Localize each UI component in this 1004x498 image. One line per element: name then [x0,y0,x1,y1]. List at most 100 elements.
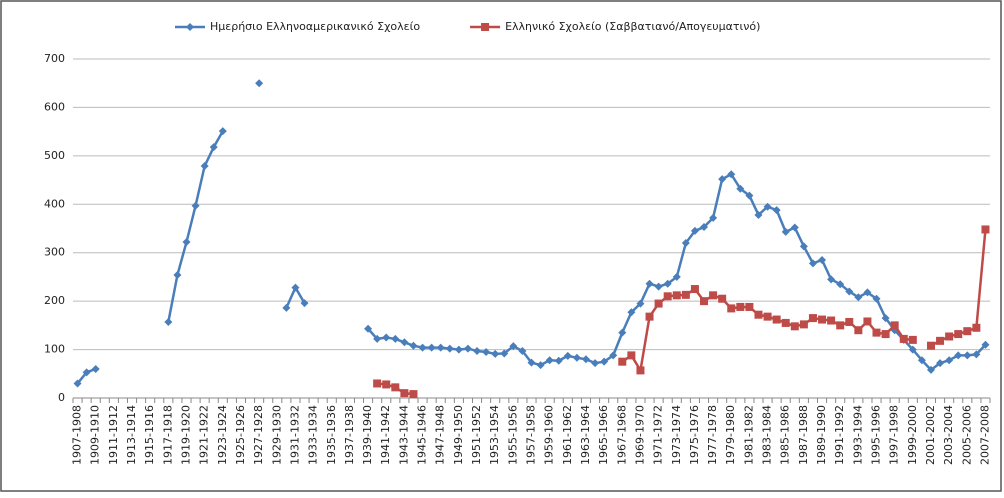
x-tick-label: 1947-1948 [434,405,447,465]
point [818,315,827,324]
x-tick-label: 1951-1952 [470,405,483,465]
x-tick-label: 2001-2002 [924,405,937,465]
point [700,297,709,306]
x-tick-label: 1995-1996 [870,405,883,465]
point [627,351,636,360]
point [591,359,600,368]
x-tick-label: 1963-1964 [579,405,592,465]
x-tick-label: 1931-1932 [288,405,301,465]
x-tick-label: 1925-1926 [234,405,247,465]
x-tick-label: 1973-1974 [670,405,683,465]
point [609,351,618,360]
point [972,323,981,332]
point [186,23,194,31]
point [754,310,763,319]
point [845,317,854,326]
x-tick-label: 1985-1986 [779,405,792,465]
point [827,275,836,284]
point [554,356,563,365]
point [636,366,645,375]
point [663,279,672,288]
point [400,389,409,398]
point [663,292,672,301]
x-tick-label: 2005-2006 [960,405,973,465]
point [926,365,935,374]
point [681,290,690,299]
y-tick-label: 0 [58,391,65,404]
point [945,356,954,365]
point [91,364,100,373]
point [799,320,808,329]
x-tick-label: 1921-1922 [198,405,211,465]
point [836,280,845,289]
point [509,342,518,351]
point [436,343,445,352]
point [863,288,872,297]
point [899,334,908,343]
point [581,355,590,364]
point [926,341,935,350]
point [763,202,772,211]
point [618,357,627,366]
x-tick-label: 1955-1956 [506,405,519,465]
x-tick-label: 1917-1918 [161,405,174,465]
x-tick-label: 1971-1972 [652,405,665,465]
y-tick-label: 400 [44,197,65,210]
x-tick-label: 1965-1966 [597,405,610,465]
x-tick-label: 1999-2000 [906,405,919,465]
point [718,294,727,303]
point [981,225,990,234]
point [545,356,554,365]
point [563,351,572,360]
point [808,314,817,323]
x-tick-label: 1979-1980 [724,405,737,465]
point [790,223,799,232]
point [736,184,745,193]
point [73,379,82,388]
x-tick-label: 2007-2008 [978,405,991,465]
point [182,238,191,247]
x-tick-label: 1969-1970 [633,405,646,465]
point [627,308,636,317]
point [454,345,463,354]
x-tick-label: 1929-1930 [270,405,283,465]
x-tick-label: 1967-1968 [615,405,628,465]
point [881,330,890,339]
point [482,347,491,356]
x-tick-label: 1993-1994 [851,405,864,465]
point [718,175,727,184]
point [727,304,736,313]
point [418,343,427,352]
x-tick-label: 1997-1998 [888,405,901,465]
point [473,347,482,356]
point [754,210,763,219]
point [518,347,527,356]
x-tick-label: 1937-1938 [343,405,356,465]
point [772,206,781,215]
point [781,227,790,236]
point [636,299,645,308]
point [818,255,827,264]
x-tick-label: 1987-1988 [797,405,810,465]
legend-label: Ελληνικό Σχολείο (Σαββατιανό/Απογευματιν… [505,20,760,33]
x-tick-label: 1977-1978 [706,405,719,465]
y-tick-label: 700 [44,52,65,65]
point [400,338,409,347]
point [945,332,954,341]
point [872,328,881,337]
point [618,328,627,337]
point [572,353,581,362]
x-tick-label: 1915-1916 [143,405,156,465]
point [745,191,754,200]
point [82,368,91,377]
y-tick-label: 600 [44,100,65,113]
x-tick-label: 1911-1912 [107,405,120,465]
point [690,226,699,235]
point [527,358,536,367]
x-tick-label: 1959-1960 [543,405,556,465]
point [373,334,382,343]
point [427,343,436,352]
point [173,270,182,279]
x-tick-label: 1909-1910 [89,405,102,465]
